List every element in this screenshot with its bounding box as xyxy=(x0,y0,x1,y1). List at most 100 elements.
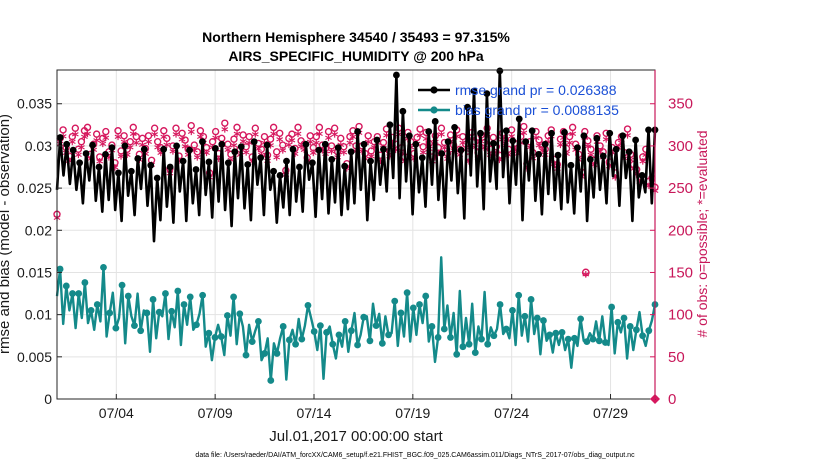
obs-possible-point xyxy=(172,124,180,132)
bias-point xyxy=(199,291,207,299)
obs-possible-point xyxy=(144,132,153,140)
obs-possible-point xyxy=(96,153,104,161)
obs-possible-point xyxy=(114,127,122,135)
obs-evaluated-point: * xyxy=(267,141,275,157)
bias-point xyxy=(515,291,523,299)
obs-possible-point xyxy=(294,123,302,132)
obs-evaluated-point: * xyxy=(111,163,119,179)
y-left-tick-label: 0.01 xyxy=(25,307,52,323)
obs-evaluated-point: * xyxy=(154,142,162,158)
obs-evaluated-point: * xyxy=(435,148,443,164)
bias-point xyxy=(236,310,244,318)
obs-evaluated-point: * xyxy=(233,129,241,145)
bias-point xyxy=(100,264,107,271)
rmse-point xyxy=(444,138,452,146)
bias-point xyxy=(366,337,374,345)
obs-evaluated-point: * xyxy=(294,129,302,145)
rmse-point xyxy=(250,138,258,146)
obs-evaluated-point: * xyxy=(72,130,80,146)
obs-evaluated-point: * xyxy=(252,130,260,146)
bias-point xyxy=(87,307,95,314)
obs-evaluated-point: * xyxy=(172,130,180,146)
rmse-point xyxy=(438,150,446,157)
bias-point xyxy=(69,290,76,297)
rmse-point xyxy=(470,87,478,95)
rmse-point xyxy=(464,103,471,111)
bias-point xyxy=(217,333,225,340)
obs-evaluated-point: * xyxy=(175,156,183,172)
obs-evaluated-point: * xyxy=(145,137,153,153)
obs-possible-point xyxy=(68,132,76,141)
rmse-point xyxy=(173,142,181,150)
obs-evaluated-point: * xyxy=(246,138,254,154)
obs-possible-point xyxy=(437,124,446,132)
bias-point xyxy=(118,281,126,289)
obs-possible-point xyxy=(150,124,159,132)
obs-possible-point xyxy=(77,138,86,146)
bias-point xyxy=(571,334,578,342)
rmse-point xyxy=(399,107,407,115)
obs-possible-point xyxy=(187,121,195,130)
rmse-point xyxy=(586,156,594,163)
obs-evaluated-point: * xyxy=(114,132,122,148)
bias-point xyxy=(267,377,275,384)
obs-evaluated-point: * xyxy=(584,141,592,157)
rmse-point xyxy=(211,145,219,152)
y-right-tick-label: 350 xyxy=(668,96,693,113)
rmse-point xyxy=(127,167,135,175)
rmse-point xyxy=(548,129,555,137)
rmse-point xyxy=(509,137,517,145)
rmse-point xyxy=(612,145,620,153)
y-left-tick-label: 0.015 xyxy=(17,264,52,280)
bias-point xyxy=(471,349,479,357)
bias-point xyxy=(372,322,380,330)
rmse-point xyxy=(431,118,439,125)
rmse-point xyxy=(134,155,142,162)
obs-possible-point xyxy=(230,135,238,143)
rmse-point xyxy=(593,134,601,142)
bias-point xyxy=(391,297,399,305)
obs-evaluated-point: * xyxy=(343,163,351,179)
bias-point xyxy=(502,325,510,333)
y-right-tick-label: 200 xyxy=(668,222,693,239)
obs-possible-point xyxy=(120,132,128,140)
obs-possible-point xyxy=(276,129,284,137)
obs-evaluated-point: * xyxy=(188,127,196,143)
rmse-point xyxy=(489,139,497,147)
obs-evaluated-point: * xyxy=(520,128,528,144)
obs-possible-point xyxy=(315,123,324,132)
obs-evaluated-point: * xyxy=(117,152,125,168)
bias-point xyxy=(422,292,430,300)
rmse-point xyxy=(528,127,536,135)
bias-point xyxy=(316,322,324,330)
obs-evaluated-point: * xyxy=(291,149,299,165)
bias-point xyxy=(577,315,585,323)
y-left-tick-label: 0.005 xyxy=(17,349,52,365)
obs-evaluated-point: * xyxy=(624,130,632,146)
obs-evaluated-point: * xyxy=(639,157,647,173)
obs-evaluated-point: * xyxy=(169,147,177,163)
rmse-point xyxy=(625,148,633,156)
obs-possible-point xyxy=(193,148,202,156)
bias-point xyxy=(378,339,386,347)
x-axis-ticks: 07/04 07/09 07/14 07/19 07/24 07/29 xyxy=(99,394,628,421)
obs-evaluated-point: * xyxy=(279,146,287,162)
bias-point xyxy=(310,328,318,335)
obs-evaluated-point: * xyxy=(532,133,540,149)
obs-evaluated-point: * xyxy=(349,132,357,148)
rmse-point xyxy=(451,123,458,131)
obs-possible-point xyxy=(257,145,266,153)
obs-possible-point xyxy=(327,142,336,150)
obs-evaluated-point: * xyxy=(273,152,281,168)
y-left-tick-label: 0.025 xyxy=(17,180,52,196)
obs-possible-point xyxy=(272,148,281,156)
obs-evaluated-point: * xyxy=(453,131,461,147)
obs-possible-point xyxy=(126,138,134,146)
chart-title-line1: Northern Hemisphere 34540 / 35493 = 97.3… xyxy=(202,29,510,45)
obs-evaluated-point: * xyxy=(346,138,354,154)
rmse-point xyxy=(257,154,265,162)
bias-point xyxy=(143,309,151,317)
bias-point xyxy=(540,317,547,324)
rmse-point xyxy=(561,129,568,136)
obs-possible-point xyxy=(196,127,205,135)
